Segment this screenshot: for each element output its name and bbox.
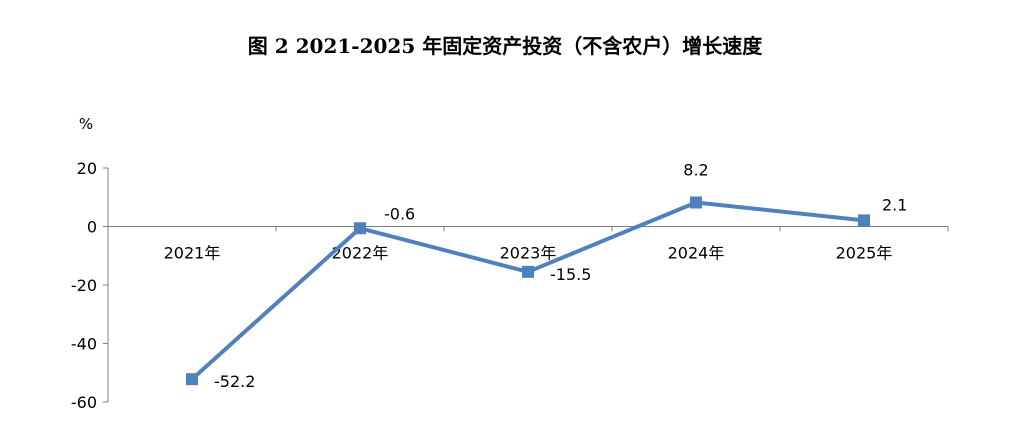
chart-title: 图 2 2021-2025 年固定资产投资（不含农户）增长速度 bbox=[247, 34, 763, 58]
data-label: -0.6 bbox=[384, 204, 415, 223]
data-point-marker bbox=[690, 196, 702, 209]
y-ticks: 20 0 -20 -40 -60 bbox=[71, 159, 108, 412]
data-label: 2.1 bbox=[882, 195, 907, 214]
data-label: 8.2 bbox=[683, 161, 708, 180]
x-category-label: 2022年 bbox=[332, 244, 389, 263]
y-tick-label: -60 bbox=[71, 393, 97, 412]
y-tick-label: 20 bbox=[77, 159, 97, 178]
x-category-label: 2024年 bbox=[668, 244, 725, 263]
y-tick-label: -40 bbox=[71, 335, 97, 354]
markers bbox=[186, 196, 870, 386]
data-label: -52.2 bbox=[214, 372, 255, 391]
x-category-label: 2021年 bbox=[164, 244, 221, 263]
series-line bbox=[190, 200, 865, 381]
data-point-marker bbox=[522, 265, 534, 278]
x-category-label: 2023年 bbox=[500, 244, 557, 263]
data-point-marker bbox=[354, 222, 366, 235]
data-labels: -52.2 -0.6 -15.5 8.2 2.1 bbox=[214, 161, 907, 392]
data-point-marker bbox=[858, 214, 870, 227]
data-label: -15.5 bbox=[550, 265, 591, 284]
x-categories: 2021年 2022年 2023年 2024年 2025年 bbox=[107, 226, 949, 263]
y-tick-label: 0 bbox=[87, 218, 97, 237]
x-category-label: 2025年 bbox=[836, 244, 893, 263]
y-tick-label: -20 bbox=[71, 276, 97, 295]
data-point-marker bbox=[186, 373, 198, 386]
y-axis-label: % bbox=[79, 115, 93, 133]
